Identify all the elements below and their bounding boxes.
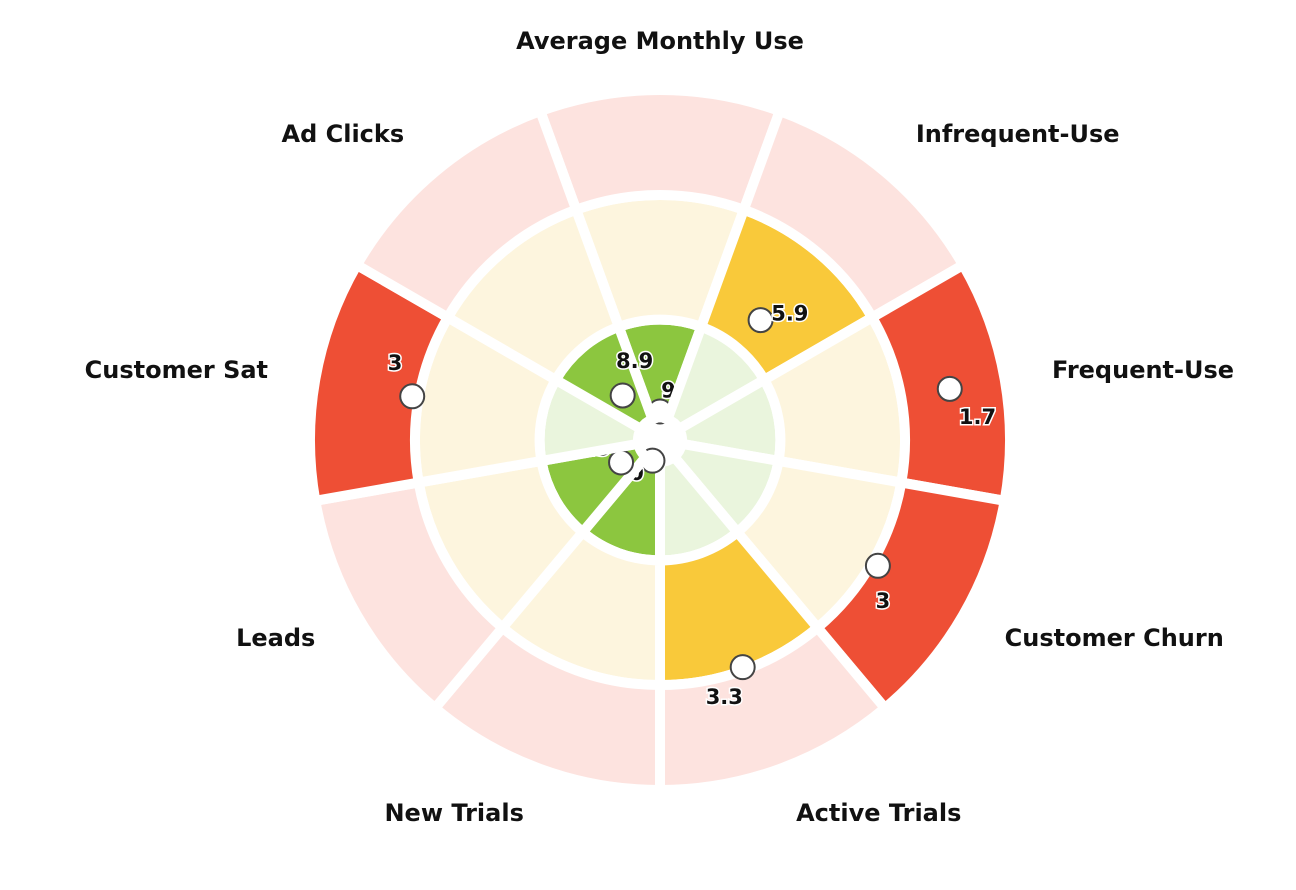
band xyxy=(533,85,787,217)
value-marker xyxy=(608,449,635,476)
value-label: 1.7 xyxy=(959,405,996,429)
value-label: 8.9 xyxy=(616,349,653,373)
category-label: Customer Sat xyxy=(85,356,268,384)
band xyxy=(350,104,583,325)
value-label: 5.9 xyxy=(771,302,808,326)
category-label: Customer Churn xyxy=(1005,624,1224,652)
category-label: New Trials xyxy=(384,799,523,827)
category-label: Infrequent-Use xyxy=(916,120,1120,148)
value-marker xyxy=(609,382,636,409)
category-label: Active Trials xyxy=(796,799,961,827)
category-label: Leads xyxy=(236,624,315,652)
value-label: 3 xyxy=(876,589,891,613)
category-label: Ad Clicks xyxy=(282,120,405,148)
value-marker xyxy=(936,375,963,402)
value-marker xyxy=(729,654,756,681)
category-label: Average Monthly Use xyxy=(516,27,804,55)
value-marker xyxy=(747,307,774,334)
value-label: 3.3 xyxy=(706,685,743,709)
value-marker xyxy=(864,552,891,579)
value-marker xyxy=(399,383,426,410)
category-label: Frequent-Use xyxy=(1052,356,1234,384)
value-label: 3 xyxy=(388,351,403,375)
